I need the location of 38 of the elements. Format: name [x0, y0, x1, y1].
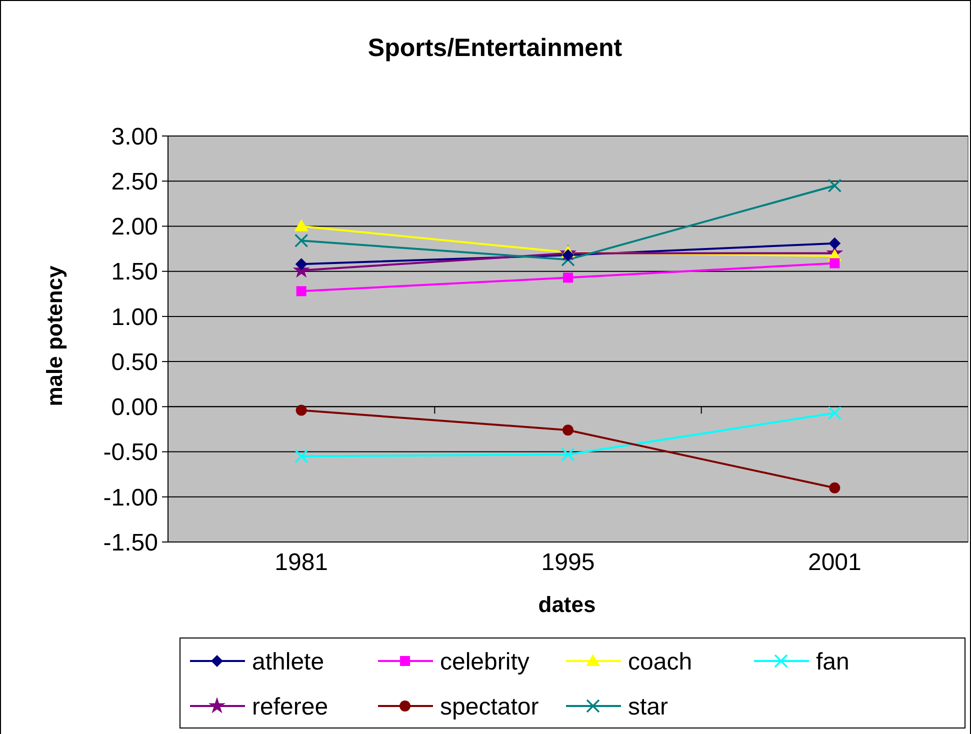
- point: [294, 219, 308, 232]
- point: [294, 449, 308, 464]
- point: [828, 237, 841, 250]
- point: [562, 424, 574, 436]
- legend-label: star: [628, 693, 668, 720]
- y-tick-label: 2.00: [111, 214, 158, 241]
- point: [828, 178, 842, 193]
- x-tick-label: 1981: [274, 549, 328, 576]
- legend-label: coach: [628, 648, 692, 676]
- point: [294, 234, 308, 248]
- legend-label: spectator: [440, 693, 539, 720]
- y-tick-label: 1.00: [111, 304, 158, 331]
- point: [296, 404, 307, 416]
- y-tick-label: 0.50: [111, 348, 158, 376]
- point: [296, 286, 306, 296]
- y-axis-title: male potency: [42, 264, 67, 406]
- point: [830, 258, 840, 268]
- point: [563, 272, 573, 283]
- legend-label: celebrity: [440, 648, 530, 676]
- y-tick-label: -1.50: [103, 529, 158, 556]
- legend-label: fan: [816, 648, 850, 676]
- x-tick-label: 2001: [808, 549, 862, 576]
- y-tick-label: 0.00: [111, 394, 158, 422]
- y-tick-label: 3.00: [111, 123, 158, 150]
- chart-title: Sports/Entertainment: [368, 34, 623, 62]
- legend-label: athlete: [252, 648, 324, 676]
- point: [828, 406, 842, 420]
- point: [295, 258, 308, 270]
- point: [829, 482, 840, 494]
- y-tick-label: -1.00: [103, 484, 158, 512]
- point: [561, 252, 575, 267]
- x-tick-label: 1995: [541, 549, 595, 576]
- y-tick-label: 1.50: [111, 258, 158, 286]
- point: [561, 448, 575, 462]
- x-axis-title: dates: [538, 592, 596, 617]
- y-tick-label: 2.50: [111, 168, 158, 196]
- legend-label: referee: [252, 693, 328, 720]
- y-tick-label: -0.50: [103, 439, 158, 466]
